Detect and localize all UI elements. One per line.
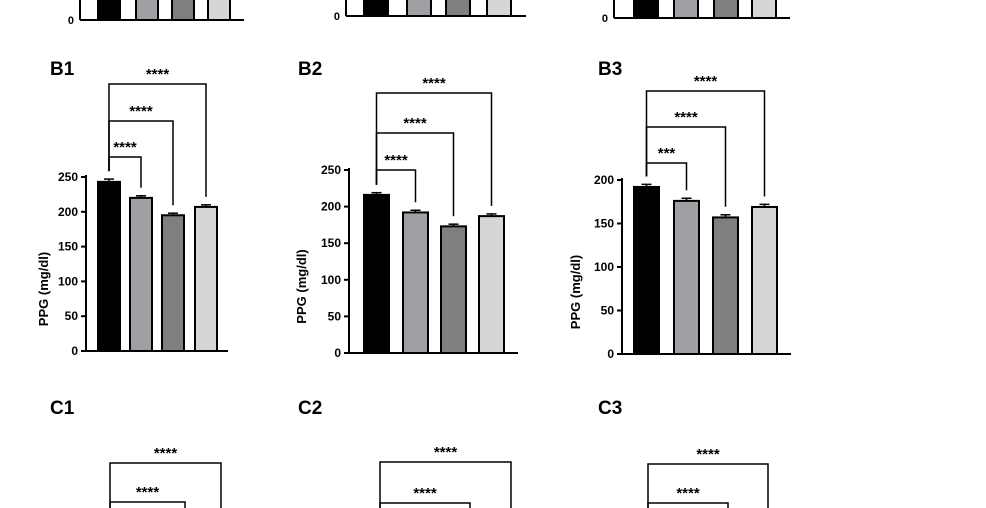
significance-label: ****	[129, 103, 153, 120]
y-tick-label: 0	[607, 347, 614, 361]
significance-bracket	[647, 502, 729, 508]
bar	[363, 193, 390, 354]
y-tick-label: 200	[594, 173, 614, 187]
panel-label: B2	[298, 59, 322, 80]
bar	[673, 199, 700, 355]
significance-label: ****	[696, 446, 720, 463]
significance-bracket	[645, 90, 766, 197]
bar	[161, 214, 185, 352]
panel-label: C3	[598, 398, 622, 419]
tick-label: 0	[602, 13, 608, 25]
significance-bracket	[109, 462, 222, 508]
partial-bar	[406, 0, 432, 17]
y-tick-label: 250	[321, 163, 341, 177]
significance-label: ****	[694, 73, 718, 90]
panel-label: B3	[598, 59, 622, 80]
significance-label: ****	[676, 485, 700, 502]
bar	[478, 215, 505, 354]
significance-label: ****	[434, 444, 458, 461]
significance-label: ****	[384, 152, 408, 169]
bar	[97, 180, 121, 352]
partial-bar	[445, 0, 471, 17]
tick-label: 0	[68, 15, 74, 27]
y-tick-label: 100	[594, 260, 614, 274]
significance-label: ****	[146, 66, 170, 83]
bar	[633, 185, 660, 355]
partial-bar	[713, 0, 739, 19]
significance-label: ****	[413, 485, 437, 502]
significance-label: ****	[422, 75, 446, 92]
y-axis-label: PPG (mg/dl)	[294, 249, 309, 323]
significance-label: ****	[403, 115, 427, 132]
partial-bar	[751, 0, 777, 19]
y-tick-label: 50	[601, 304, 615, 318]
y-tick-label: 0	[334, 346, 341, 360]
significance-bracket	[375, 92, 493, 206]
partial-bar	[135, 0, 159, 21]
bar	[194, 205, 218, 352]
y-axis-label: PPG (mg/dl)	[568, 255, 583, 329]
partial-bar	[633, 0, 659, 19]
y-tick-label: 100	[321, 273, 341, 287]
significance-label: ****	[136, 484, 160, 501]
y-axis-label: PPG (mg/dl)	[36, 252, 51, 326]
y-tick-label: 150	[321, 236, 341, 250]
partial-bar	[363, 0, 389, 17]
significance-bracket	[108, 83, 207, 197]
tick-label: 0	[334, 11, 340, 23]
panel-label: C1	[50, 398, 75, 419]
partial-bar	[673, 0, 699, 19]
y-tick-label: 200	[58, 205, 78, 219]
partial-bar	[207, 0, 231, 21]
bar	[712, 216, 739, 355]
y-tick-label: 200	[321, 200, 341, 214]
significance-bracket	[379, 502, 471, 508]
bar	[751, 205, 778, 355]
significance-bracket	[109, 501, 186, 508]
bar	[440, 225, 467, 354]
y-tick-label: 0	[71, 344, 78, 358]
partial-bar	[97, 0, 121, 21]
bar	[129, 196, 153, 352]
partial-bar	[171, 0, 195, 21]
y-tick-label: 250	[58, 170, 78, 184]
y-tick-label: 50	[65, 309, 79, 323]
significance-label: ****	[674, 109, 698, 126]
y-tick-label: 50	[328, 309, 342, 323]
significance-label: ****	[154, 445, 178, 462]
significance-bracket	[647, 463, 769, 508]
partial-bar	[486, 0, 512, 17]
panel-label: C2	[298, 398, 322, 419]
y-tick-label: 150	[594, 217, 614, 231]
y-tick-label: 100	[58, 274, 78, 288]
significance-bracket	[379, 461, 512, 508]
significance-label: ***	[658, 145, 676, 162]
significance-label: ****	[113, 139, 137, 156]
panel-label: B1	[50, 59, 75, 80]
y-tick-label: 150	[58, 240, 78, 254]
bar	[402, 211, 429, 354]
